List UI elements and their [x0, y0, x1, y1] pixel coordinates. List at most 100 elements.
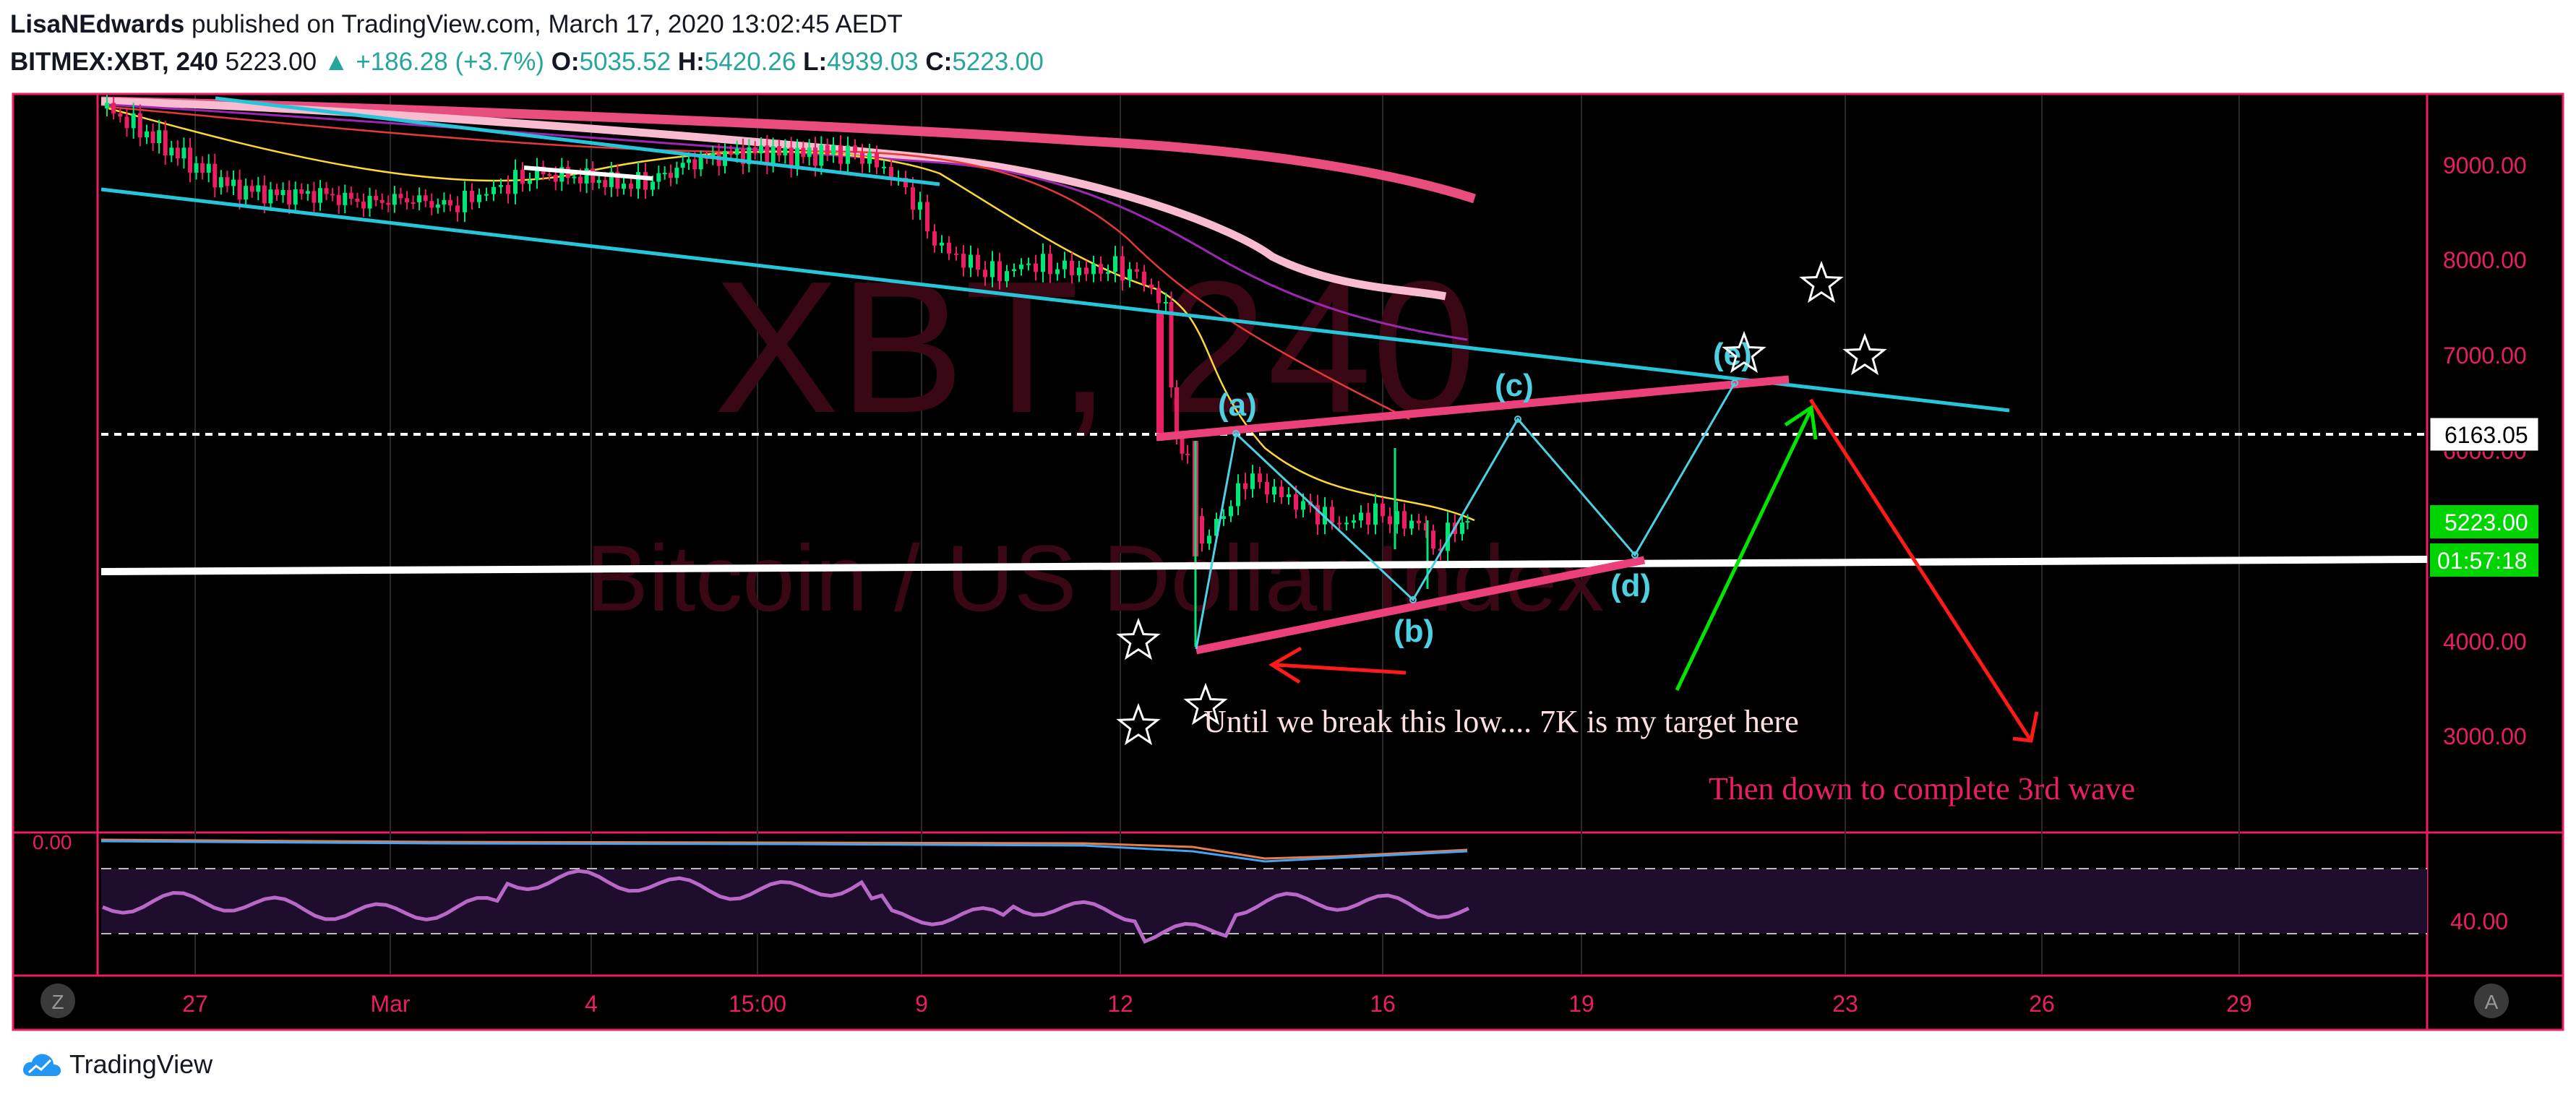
candle-body [1214, 519, 1219, 536]
candle-body [429, 201, 434, 208]
low-value: 4939.03 [827, 48, 919, 76]
wave-label-b: (b) [1394, 614, 1434, 649]
candle-body [940, 242, 944, 246]
candle-body [484, 194, 489, 196]
candle-body [312, 191, 317, 203]
candle-body [343, 192, 348, 205]
candle-body [947, 242, 951, 254]
triangle-upper-line[interactable] [1156, 375, 1790, 442]
candle-body [1460, 522, 1464, 534]
candle-body [1272, 486, 1276, 495]
last-price-value: 5223.00 [2444, 509, 2528, 535]
candle-body [729, 150, 734, 155]
candle-body [770, 146, 776, 164]
candle-body [846, 145, 850, 164]
red-projection-arrow[interactable] [1808, 398, 2039, 743]
candle-body [1034, 263, 1038, 272]
candle-body [225, 177, 230, 186]
price-axis-label: 3000.00 [2443, 723, 2527, 749]
candle-body [1373, 503, 1378, 525]
support-line[interactable] [100, 556, 2428, 575]
candle-body [777, 146, 781, 155]
elliott-wave-path[interactable] [1195, 382, 1736, 650]
small-red-arrow[interactable] [1268, 646, 1407, 684]
time-axis: 27 Mar 4 15:00 9 12 16 19 23 26 29 [182, 991, 2252, 1017]
time-axis-label: Mar [370, 991, 410, 1017]
ma-200-line [100, 96, 1476, 204]
candle-body [299, 189, 304, 194]
published-text: published on TradingView.com, March 17, … [191, 10, 903, 38]
triangle-lower-line[interactable] [1195, 556, 1646, 655]
candle-body [1352, 520, 1356, 523]
candle-body [244, 186, 249, 200]
candle-body [674, 168, 679, 178]
candle-body [801, 147, 806, 158]
candle-body [200, 163, 205, 173]
time-axis-label: 16 [1370, 991, 1396, 1017]
candle-body [520, 170, 525, 184]
candle-body [361, 202, 366, 209]
candle-body [417, 195, 422, 203]
candle-body [882, 166, 886, 168]
log-scale-button[interactable] [40, 984, 75, 1018]
star-markers [1116, 260, 1887, 746]
candle-body [1388, 516, 1392, 525]
wave-label-d: (d) [1610, 568, 1651, 603]
change-value: ▲ +186.28 (+3.7%) [323, 48, 544, 76]
candle-body [1164, 301, 1168, 304]
close-value: 5223.00 [952, 48, 1044, 76]
candle-body [1175, 387, 1179, 438]
star-marker [1116, 617, 1161, 661]
candle-body [925, 202, 929, 232]
candle-body [194, 163, 199, 173]
candle-body [918, 202, 922, 210]
candle-body [175, 147, 180, 159]
candle-body [1156, 288, 1161, 304]
rsi-axis-label: 40.00 [2450, 908, 2508, 934]
candle-body [330, 194, 335, 196]
candle-body [889, 166, 893, 178]
candle-body [1180, 437, 1185, 454]
candle-body [455, 205, 460, 212]
time-axis-label: 23 [1832, 991, 1858, 1017]
candle-body [206, 163, 211, 173]
auto-scale-button[interactable] [2474, 984, 2509, 1018]
candle-body [932, 231, 937, 246]
candle-body [1243, 483, 1248, 489]
candle-body [262, 185, 267, 204]
candle-body [423, 195, 428, 202]
channel-lower-line[interactable] [100, 187, 2010, 413]
candle-body [819, 145, 824, 166]
candle-body [157, 130, 162, 144]
footer-brand[interactable]: TradingView [22, 1049, 212, 1080]
candle-body [477, 194, 481, 202]
candle-body [105, 103, 109, 108]
candle-body [1222, 516, 1226, 520]
channel-upper-line[interactable] [215, 96, 940, 186]
short-white-line[interactable] [523, 165, 653, 181]
candle-body [1185, 453, 1190, 455]
ma-20-line [108, 107, 1475, 522]
candle-body [997, 261, 1002, 282]
candle-body [1344, 522, 1349, 525]
candle-body [710, 153, 716, 158]
candle-body [1431, 530, 1435, 549]
candle-body [163, 130, 168, 155]
candle-body [578, 176, 583, 184]
candle-body [1446, 522, 1450, 551]
candle-body [1417, 520, 1421, 524]
candle-body [1055, 269, 1060, 275]
candle-body [145, 131, 149, 138]
candle-body [237, 179, 242, 200]
candle-body [1169, 301, 1174, 387]
candle-body [249, 186, 254, 192]
candle-body [969, 254, 973, 268]
candle-body [813, 147, 817, 166]
candle-body [789, 147, 794, 167]
candle-body [1465, 521, 1470, 523]
candle-body [831, 145, 836, 155]
green-projection-arrow[interactable] [1675, 404, 1818, 692]
candle-body [1099, 264, 1103, 274]
star-marker [1842, 332, 1887, 376]
